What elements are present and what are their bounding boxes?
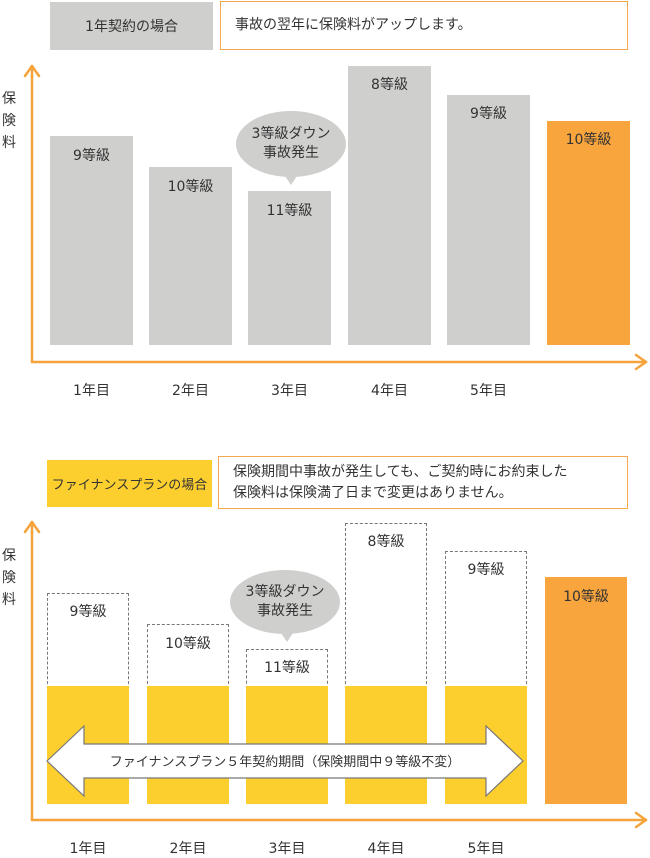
y-axis-char: 険	[2, 113, 16, 129]
bubble-line: 3等級ダウン	[245, 584, 325, 600]
bar-year-4	[348, 66, 431, 345]
bar-grade-label: 10等級	[563, 589, 609, 605]
annual-description: 事故の翌年に保険料がアップします。	[220, 1, 628, 50]
bar-grade-label: 10等級	[165, 636, 211, 652]
x-label-year: 1年目	[73, 383, 110, 399]
x-axis-arrowhead	[634, 353, 648, 371]
x-label-year: 5年目	[470, 383, 507, 399]
x-label-year: 5年目	[467, 841, 505, 857]
bar-grade-label: 9等級	[467, 562, 505, 578]
bar-year-2	[149, 167, 232, 345]
x-axis-arrowhead	[634, 811, 648, 829]
bar-grade-label: 10等級	[167, 179, 214, 195]
y-axis-char: 料	[2, 135, 16, 151]
bubble-line: 3等級ダウン	[251, 126, 331, 142]
dashed-bar-year-1	[47, 593, 129, 689]
dashed-bar-year-2	[147, 624, 229, 689]
x-label-year: 3年目	[268, 841, 306, 857]
bubble-line: 事故発生	[257, 603, 313, 619]
plan-tag-annual: 1年契約の場合	[50, 2, 213, 50]
finance-description: 保険期間中事故が発生しても、ご契約時にお約束した 保険料は保険満了日まで変更はあ…	[218, 456, 628, 509]
x-label-year: 3年目	[271, 383, 308, 399]
bar-grade-label: 11等級	[266, 203, 313, 219]
finance-description-line: 保険期間中事故が発生しても、ご契約時にお約束した	[233, 463, 568, 480]
accident-bubble-2: 3等級ダウン 事故発生	[230, 570, 340, 634]
finance-description-line: 保険料は保険満了日まで変更はありません。	[233, 484, 513, 501]
y-axis-char: 保	[2, 91, 16, 107]
bar-grade-label: 8等級	[367, 534, 405, 550]
period-arrow-label: ファイナンスプラン５年契約期間（保険期間中９等級不変）	[109, 755, 461, 770]
bar-grade-label: 11等級	[264, 660, 310, 676]
annual-description-text: 事故の翌年に保険料がアップします。	[235, 17, 472, 33]
bar-next-year	[547, 121, 630, 345]
bar-year-1	[50, 136, 133, 345]
bubble-line: 事故発生	[263, 145, 319, 161]
x-label-year: 4年目	[371, 383, 408, 399]
axes-2	[23, 520, 648, 829]
y-axis-char: 保	[2, 548, 16, 564]
bar-grade-label: 9等級	[69, 604, 107, 620]
bar-grade-label: 9等級	[73, 148, 110, 164]
y-axis-arrowhead	[23, 520, 41, 534]
y-axis-char: 料	[2, 592, 16, 608]
y-axis-arrowhead	[23, 64, 41, 78]
plan-tag-finance: ファイナンスプランの場合	[47, 460, 212, 507]
x-label-year: 2年目	[172, 383, 209, 399]
x-label-year: 4年目	[367, 841, 405, 857]
period-double-arrow	[46, 724, 524, 798]
plan-tag-annual-label: 1年契約の場合	[85, 19, 178, 35]
x-label-year: 1年目	[69, 841, 107, 857]
accident-bubble-1: 3等級ダウン 事故発生	[236, 111, 346, 177]
bar-grade-label: 9等級	[470, 106, 507, 122]
bar-year-3	[248, 191, 331, 345]
x-label-year: 2年目	[169, 841, 207, 857]
bar-grade-label: 8等級	[371, 77, 408, 93]
y-axis-char: 険	[2, 570, 16, 586]
y-axis-label-1: 保 険 料	[0, 88, 18, 154]
dashed-bar-year-4	[345, 523, 427, 689]
bubble-tail	[279, 630, 295, 642]
y-axis-label-2: 保 険 料	[0, 545, 18, 611]
bar-grade-label: 10等級	[565, 132, 612, 148]
bar-year-5	[447, 95, 530, 345]
bar-next-year-2	[545, 577, 627, 804]
bubble-tail	[283, 173, 299, 185]
plan-tag-finance-label: ファイナンスプランの場合	[51, 478, 208, 493]
axes-1	[23, 64, 648, 371]
